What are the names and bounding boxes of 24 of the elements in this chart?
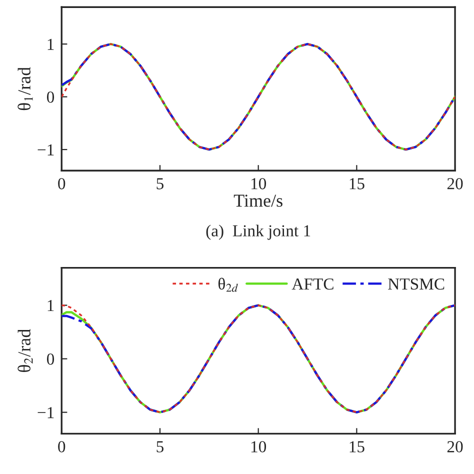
legend-label: AFTC [292, 278, 334, 290]
line-series [62, 304, 456, 414]
x-tick-label: 0 [58, 178, 66, 190]
x-tick-label: 15 [350, 178, 364, 190]
y-tick-label: 0 [46, 353, 54, 365]
y-axis-title: θ$_{1}$/rad [18, 67, 33, 110]
x-tick-label: 0 [58, 441, 66, 452]
x-tick-label: 10 [251, 178, 266, 190]
x-tick-label: 20 [447, 441, 463, 452]
y-axis-title: θ$_{2}$/rad [18, 328, 33, 372]
x-tick-label: 15 [350, 441, 364, 452]
x-axis-title: Time/s [234, 194, 282, 207]
legend-label: NTSMC [388, 278, 444, 290]
y-tick-label: −1 [38, 407, 54, 418]
x-tick-label: 5 [156, 441, 164, 452]
y-tick-label: −1 [38, 144, 54, 156]
x-tick-label: 20 [447, 178, 463, 190]
x-tick-label: 5 [156, 178, 164, 190]
y-tick-label: 1 [48, 38, 54, 50]
y-tick-label: 1 [48, 300, 54, 312]
legend-label: θ$_{2d}$ [218, 278, 238, 292]
x-tick-label: 10 [251, 441, 266, 452]
text: (a) Link joint 1 [206, 224, 310, 240]
y-tick-label: 0 [46, 91, 54, 103]
